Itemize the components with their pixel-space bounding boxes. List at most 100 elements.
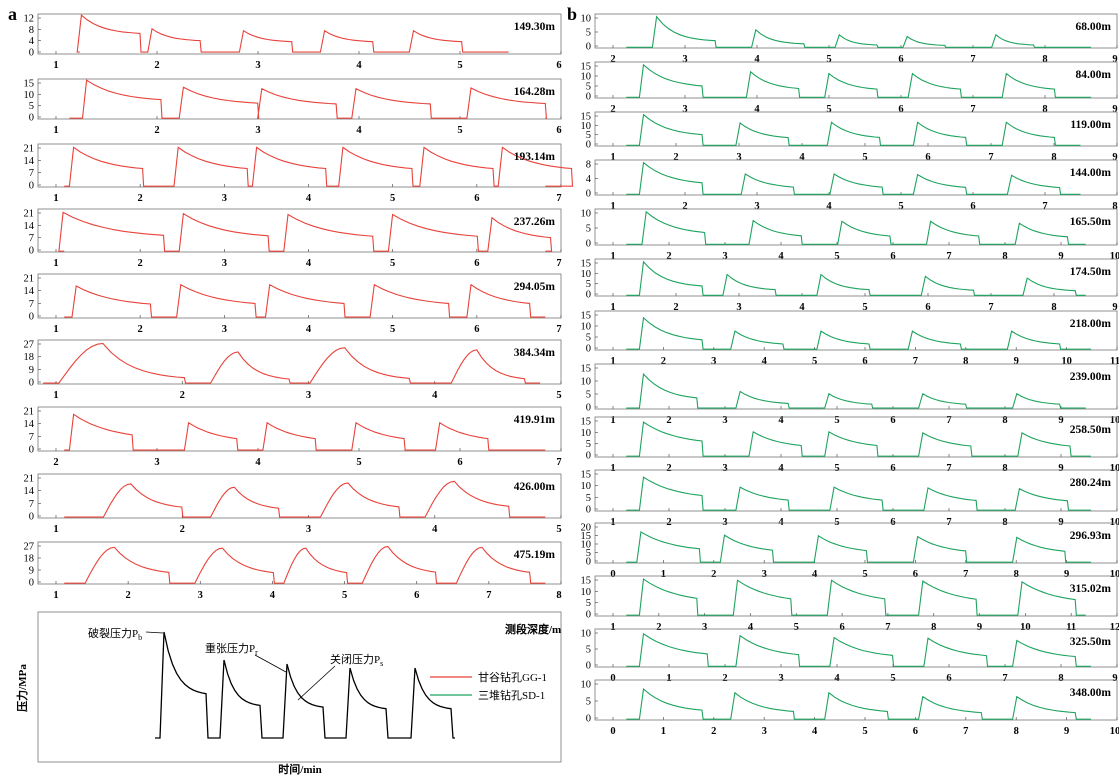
x-tick-label: 2 [722,673,727,684]
depth-label: 258.50m [1070,424,1112,436]
depth-label: 174.50m [1070,266,1112,278]
x-tick-label: 7 [556,324,561,335]
x-tick-label: 9 [1112,302,1117,313]
y-tick-label: 0 [586,557,591,568]
x-tick-label: 10 [1110,463,1119,474]
y-tick-label: 5 [586,697,591,708]
x-tick-label: 1 [53,60,58,71]
x-tick-label: 9 [1064,726,1069,737]
x-axis-label: 时间/min [278,762,321,776]
x-tick-label: 7 [988,302,993,313]
x-tick-label: 1 [53,524,58,535]
x-tick-label: 9 [977,622,982,633]
y-tick-label: 15 [581,470,592,481]
pressure-curve [626,63,1091,98]
depth-axis-label: 测段深度/m [505,622,561,636]
x-tick-label: 2 [180,390,185,401]
x-tick-label: 4 [778,463,784,474]
x-tick-label: 7 [556,193,561,204]
y-tick-label: 12 [24,14,35,25]
x-tick-label: 3 [722,415,727,426]
x-tick-label: 3 [702,622,707,633]
x-tick-label: 7 [1042,201,1047,212]
pressure-curve [64,480,546,518]
x-tick-label: 3 [255,60,260,71]
x-tick-label: 9 [1064,569,1069,580]
x-tick-label: 8 [1014,569,1019,580]
y-tick-label: 27 [24,340,35,351]
x-tick-label: 4 [432,390,438,401]
x-tick-label: 4 [306,193,312,204]
x-tick-label: 8 [1051,302,1056,313]
y-tick-label: 0 [586,505,591,516]
y-tick-label: 21 [24,474,35,485]
x-tick-label: 3 [682,54,687,65]
y-tick-label: 21 [24,407,35,418]
x-tick-label: 6 [474,324,479,335]
x-tick-label: 2 [666,463,671,474]
y-tick-label: 10 [581,680,592,691]
reopen-pressure-label: 重张压力Pr [205,641,258,657]
x-tick-label: 2 [656,622,661,633]
x-tick-label: 7 [988,152,993,163]
x-tick-label: 2 [154,60,159,71]
x-tick-label: 1 [610,517,615,528]
y-tick-label: 18 [24,352,35,363]
y-tick-label: 0 [586,189,591,200]
depth-label: 119.00m [1070,119,1111,131]
x-tick-label: 6 [970,201,975,212]
y-tick-label: 15 [581,364,592,375]
x-tick-label: 10 [1110,569,1119,580]
x-tick-label: 4 [356,125,362,136]
x-tick-label: 2 [673,152,678,163]
x-tick-label: 5 [890,673,895,684]
x-tick-label: 8 [1042,54,1047,65]
pressure-curve [64,146,574,187]
pressure-curve [69,79,547,119]
x-tick-label: 3 [306,390,311,401]
depth-label: 280.24m [1070,477,1112,489]
x-tick-label: 7 [970,104,975,115]
x-tick-label: 3 [222,258,227,269]
x-tick-label: 3 [736,152,741,163]
y-tick-label: 0 [586,290,591,301]
x-tick-label: 6 [556,60,561,71]
x-tick-label: 10 [1110,415,1119,426]
y-tick-label: 5 [586,598,591,609]
y-tick-label: 0 [586,610,591,621]
chart-frame [594,159,1118,196]
x-tick-label: 4 [356,60,362,71]
y-tick-label: 10 [581,209,592,220]
x-tick-label: 8 [1051,152,1056,163]
x-tick-label: 8 [1002,415,1007,426]
y-tick-label: 10 [581,269,592,280]
x-tick-label: 9 [1112,673,1117,684]
x-tick-label: 6 [925,302,930,313]
y-tick-label: 15 [581,576,592,587]
x-tick-label: 0 [610,673,615,684]
x-tick-label: 11 [1066,622,1076,633]
y-tick-label: 0 [29,312,34,323]
y-tick-label: 0 [29,181,34,192]
x-tick-label: 1 [53,125,58,136]
b-panel-letter: b [567,4,577,24]
pressure-curve [626,113,1081,146]
x-tick-label: 4 [826,201,832,212]
x-tick-label: 1 [610,152,615,163]
pressure-curve [626,578,1086,616]
x-tick-label: 4 [754,54,760,65]
x-tick-label: 5 [390,258,395,269]
x-tick-label: 2 [711,569,716,580]
y-tick-label: 0 [29,246,34,257]
x-tick-label: 6 [890,251,895,262]
y-tick-label: 0 [29,512,34,523]
chart-frame [594,61,1118,99]
x-tick-label: 7 [946,463,951,474]
